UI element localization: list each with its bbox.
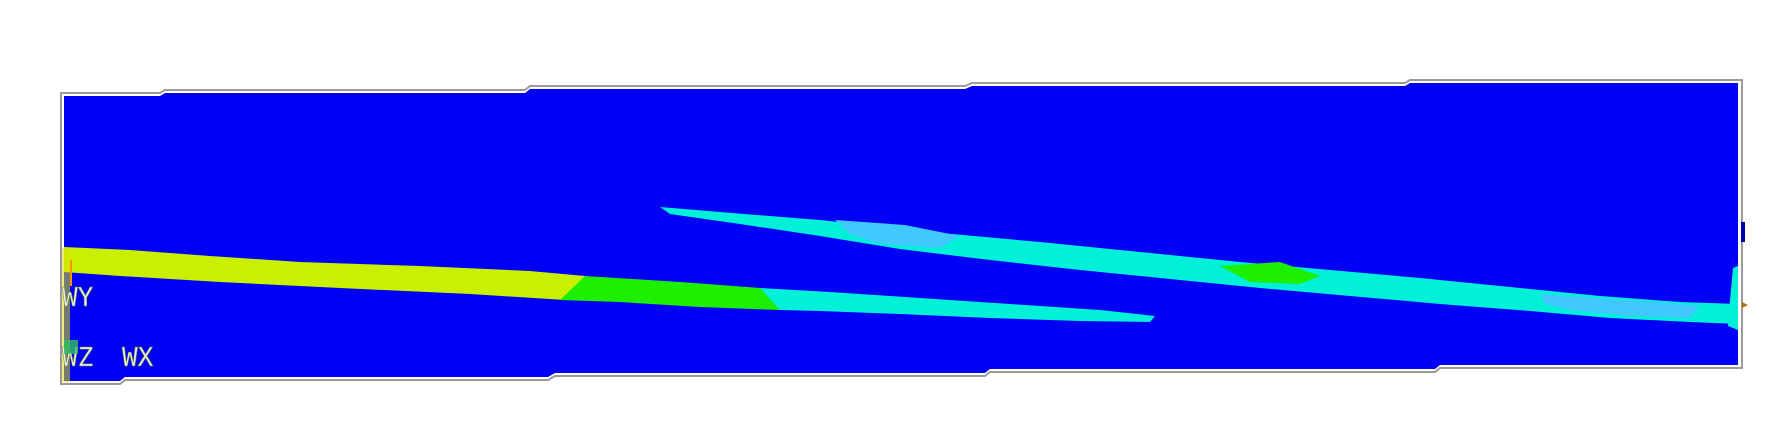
- left-edge-strip: [62, 248, 70, 382]
- triad-origin-icon: [64, 260, 78, 354]
- edge-marker-right: [1741, 222, 1745, 242]
- contour-band-light-blue-right: [1540, 294, 1700, 318]
- contour-band-green: [560, 276, 790, 310]
- contour-band-cyan-edge: [1728, 266, 1738, 330]
- contour-band-green-upper: [1220, 262, 1320, 284]
- contour-band-cyan-lower: [760, 288, 1155, 322]
- edge-marker-arrow: [1742, 302, 1748, 308]
- triad-y-label: WY: [62, 283, 94, 313]
- triad-x-label: WX: [122, 343, 154, 373]
- contour-band-yellow-green: [64, 247, 585, 300]
- contour-band-light-blue-mid: [835, 220, 960, 248]
- model-outline: [60, 79, 1743, 385]
